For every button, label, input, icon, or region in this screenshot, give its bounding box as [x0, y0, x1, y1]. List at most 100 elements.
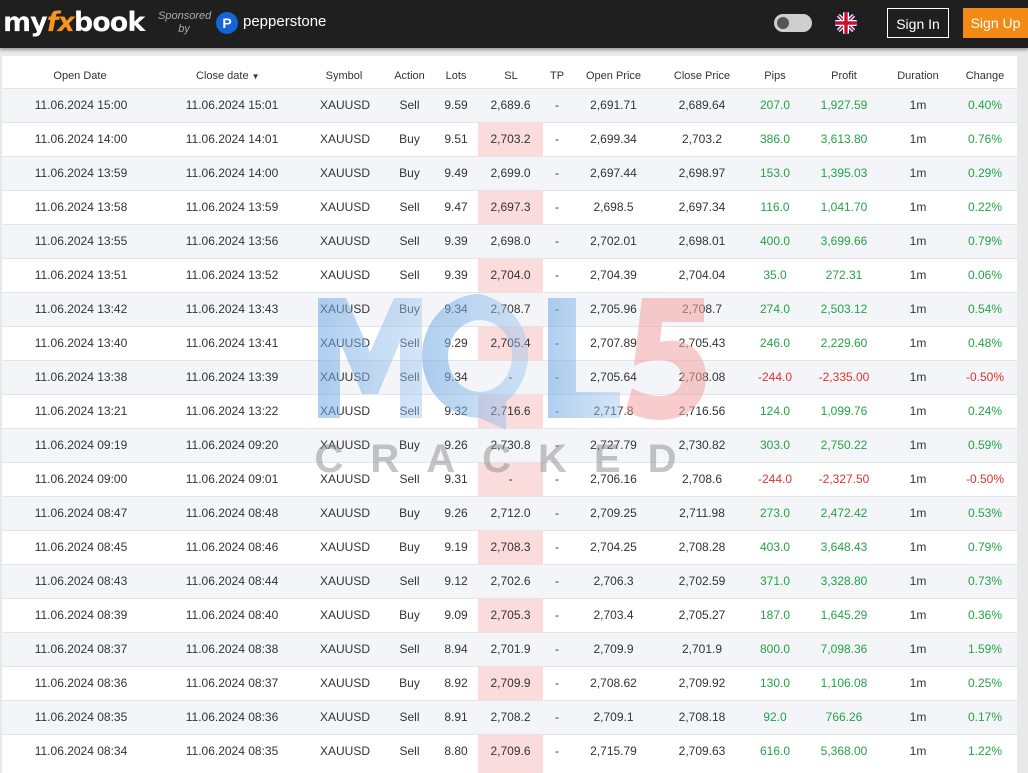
toggle-knob-icon [777, 17, 789, 29]
profit-cell: 3,328.80 [820, 574, 868, 588]
column-header-close-date[interactable]: Close date ▼ [196, 70, 260, 82]
pips-cell: 35.0 [763, 268, 787, 282]
tp-cell: - [555, 166, 559, 180]
table-row[interactable]: 11.06.2024 09:19 11.06.2024 09:20 XAUUSD Bu… [2, 428, 1017, 462]
tp-cell: - [555, 234, 559, 248]
duration-cell: 1m [909, 336, 927, 350]
column-header-duration[interactable]: Duration [897, 70, 939, 82]
sign-in-button[interactable]: Sign In [887, 8, 949, 38]
table-row[interactable]: 11.06.2024 08:43 11.06.2024 08:44 XAUUSD Se… [2, 564, 1017, 598]
table-row[interactable]: 11.06.2024 13:38 11.06.2024 13:39 XAUUSD Se… [2, 360, 1017, 394]
sl-cell: 2,708.3 [490, 540, 531, 554]
close-price-cell: 2,716.56 [678, 404, 726, 418]
table-row[interactable]: 11.06.2024 08:45 11.06.2024 08:46 XAUUSD Bu… [2, 530, 1017, 564]
action-cell: Sell [399, 98, 420, 112]
tp-cell: - [555, 676, 559, 690]
close-price-cell: 2,703.2 [681, 132, 723, 146]
table-row[interactable]: 11.06.2024 08:34 11.06.2024 08:35 XAUUSD Se… [2, 734, 1017, 768]
tp-cell: - [555, 642, 559, 656]
table-row[interactable]: 11.06.2024 13:21 11.06.2024 13:22 XAUUSD Se… [2, 394, 1017, 428]
pips-cell: 124.0 [759, 404, 791, 418]
open-price-cell: 2,727.79 [590, 438, 637, 452]
tp-cell: - [555, 574, 559, 588]
table-row[interactable]: 11.06.2024 08:35 11.06.2024 08:36 XAUUSD Se… [2, 700, 1017, 734]
tp-cell: - [555, 268, 559, 282]
theme-toggle-switch[interactable] [774, 14, 812, 32]
change-cell: -0.50% [965, 370, 1005, 384]
sl-cell: 2,697.3 [490, 200, 531, 214]
lots-cell: 8.92 [444, 676, 468, 690]
profit-cell: 5,368.00 [820, 744, 868, 758]
symbol-cell: XAUUSD [320, 676, 371, 690]
myfxbook-logo[interactable]: myfxbook [3, 5, 145, 41]
change-cell: 1.59% [967, 642, 1003, 656]
profit-cell: 2,472.42 [820, 506, 868, 520]
tp-cell: - [555, 404, 559, 418]
close-date-header-label: Close date [196, 70, 249, 82]
pepperstone-logo-text[interactable]: pepperstone [243, 13, 327, 30]
uk-flag-icon[interactable] [835, 12, 857, 34]
column-header-close-price[interactable]: Close Price [673, 70, 731, 82]
profit-cell: 3,699.66 [820, 234, 868, 248]
open-date-cell: 11.06.2024 08:34 [34, 744, 128, 758]
column-header-open-date[interactable]: Open Date [53, 70, 107, 82]
table-row[interactable]: 11.06.2024 13:58 11.06.2024 13:59 XAUUSD Se… [2, 190, 1017, 224]
table-row[interactable]: 11.06.2024 15:00 11.06.2024 15:01 XAUUSD Se… [2, 88, 1017, 122]
column-header-open-price[interactable]: Open Price [585, 70, 642, 82]
sl-cell: 2,703.2 [490, 132, 531, 146]
column-header-lots[interactable]: Lots [445, 70, 467, 82]
table-row[interactable]: 11.06.2024 08:39 11.06.2024 08:40 XAUUSD Bu… [2, 598, 1017, 632]
table-row[interactable]: 11.06.2024 14:00 11.06.2024 14:01 XAUUSD Bu… [2, 122, 1017, 156]
action-cell: Buy [399, 608, 420, 622]
open-price-cell: 2,702.01 [590, 234, 637, 248]
profit-cell: 1,041.70 [820, 200, 868, 214]
close-price-cell: 2,697.34 [678, 200, 726, 214]
duration-cell: 1m [909, 540, 927, 554]
close-price-cell: 2,711.98 [679, 506, 725, 520]
column-header-pips[interactable]: Pips [764, 70, 786, 82]
sl-cell: 2,701.9 [490, 642, 531, 656]
table-row[interactable]: 11.06.2024 08:47 11.06.2024 08:48 XAUUSD Bu… [2, 496, 1017, 530]
change-cell: 0.40% [967, 98, 1003, 112]
sl-cell: - [508, 370, 513, 384]
table-row[interactable]: 11.06.2024 09:00 11.06.2024 09:01 XAUUSD Se… [2, 462, 1017, 496]
table-row[interactable]: 11.06.2024 13:59 11.06.2024 14:00 XAUUSD Bu… [2, 156, 1017, 190]
open-price-cell: 2,715.79 [590, 744, 637, 758]
table-row[interactable]: 11.06.2024 08:37 11.06.2024 08:38 XAUUSD Se… [2, 632, 1017, 666]
close-date-cell: 11.06.2024 14:00 [185, 166, 279, 180]
close-date-cell: 11.06.2024 15:01 [185, 98, 279, 112]
profit-cell: 3,648.43 [820, 540, 868, 554]
action-cell: Buy [399, 302, 420, 316]
symbol-cell: XAUUSD [320, 744, 371, 758]
sign-up-button[interactable]: Sign Up [963, 8, 1028, 38]
symbol-cell: XAUUSD [320, 302, 371, 316]
table-row[interactable]: 11.06.2024 13:51 11.06.2024 13:52 XAUUSD Se… [2, 258, 1017, 292]
pips-cell: -244.0 [757, 370, 793, 384]
sponsored-by-label: Sponsored by [158, 10, 211, 36]
sl-cell: 2,689.6 [490, 98, 531, 112]
pips-cell: 371.0 [759, 574, 791, 588]
column-header-change[interactable]: Change [965, 70, 1005, 82]
change-cell: 0.22% [967, 200, 1003, 214]
column-header-sl[interactable]: SL [504, 70, 518, 82]
column-header-symbol[interactable]: Symbol [325, 70, 363, 82]
pepperstone-logo-icon[interactable]: P [216, 12, 238, 34]
table-row[interactable]: 11.06.2024 13:55 11.06.2024 13:56 XAUUSD Se… [2, 224, 1017, 258]
table-row[interactable]: 11.06.2024 13:40 11.06.2024 13:41 XAUUSD Se… [2, 326, 1017, 360]
profit-cell: 1,395.03 [820, 166, 868, 180]
column-header-tp[interactable]: TP [549, 70, 565, 82]
column-header-action[interactable]: Action [394, 70, 425, 82]
close-price-cell: 2,708.18 [678, 710, 726, 724]
open-price-cell: 2,709.1 [593, 710, 634, 724]
column-header-profit[interactable]: Profit [831, 70, 857, 82]
open-date-cell: 11.06.2024 14:00 [34, 132, 128, 146]
action-cell: Buy [399, 676, 420, 690]
close-price-cell: 2,709.92 [678, 676, 726, 690]
change-cell: 0.17% [967, 710, 1003, 724]
close-date-cell: 11.06.2024 13:41 [185, 336, 279, 350]
action-cell: Sell [399, 574, 420, 588]
pips-cell: 386.0 [759, 132, 791, 146]
duration-cell: 1m [909, 574, 927, 588]
table-row[interactable]: 11.06.2024 08:36 11.06.2024 08:37 XAUUSD Bu… [2, 666, 1017, 700]
table-row[interactable]: 11.06.2024 13:42 11.06.2024 13:43 XAUUSD Bu… [2, 292, 1017, 326]
